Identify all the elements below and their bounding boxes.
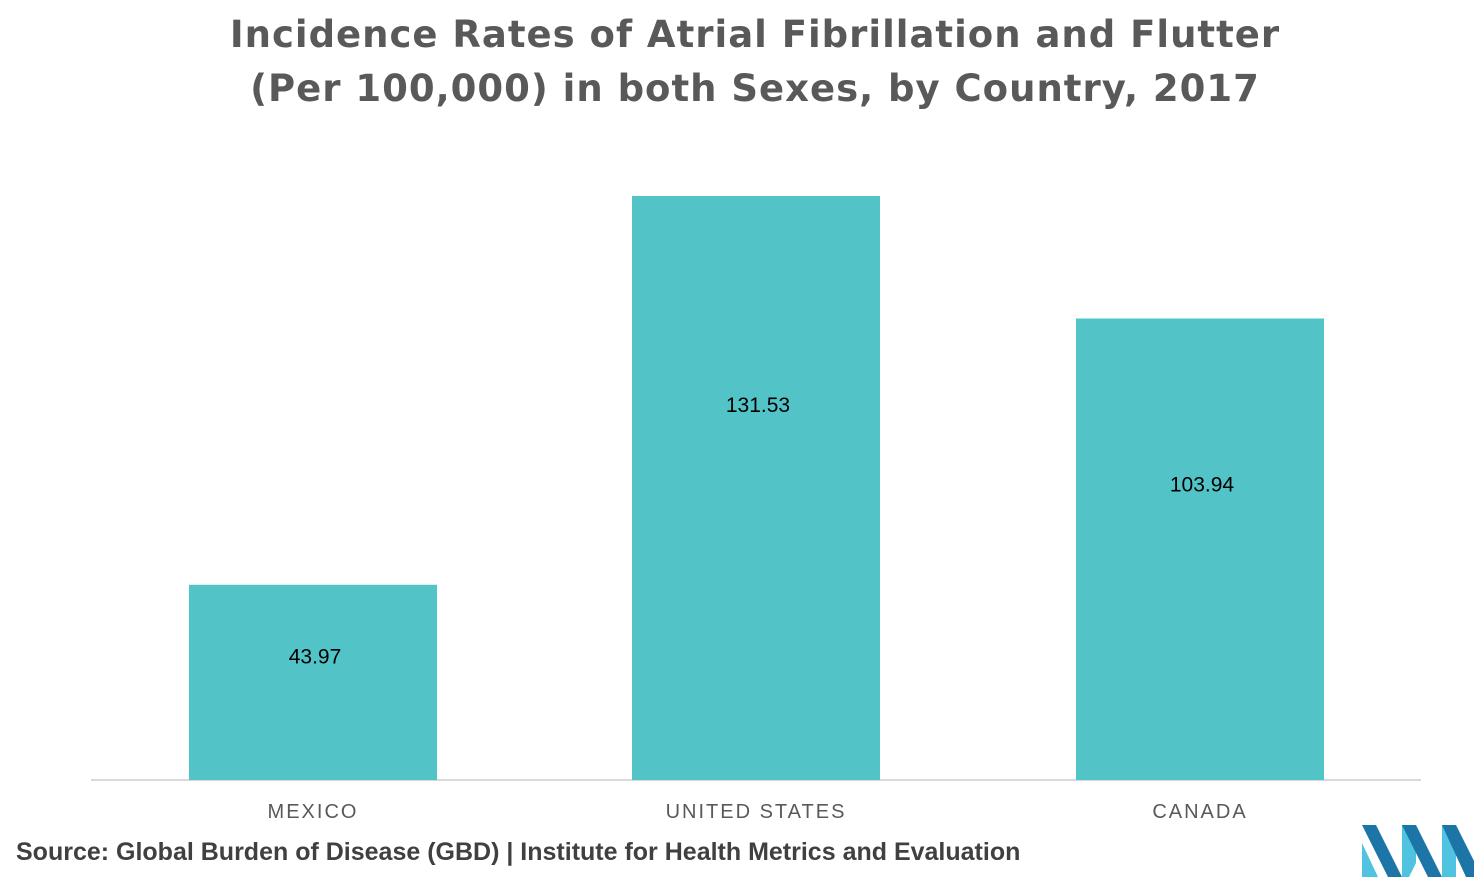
chart-title-line-1: Incidence Rates of Atrial Fibrillation a… [229,13,1281,56]
bar-chart: 43.97 131.53 103.94 MEXICO UNITED STATES CAN… [91,196,1421,823]
chart-title-line-2: (Per 100,000) in both Sexes, by Country,… [250,67,1260,110]
x-tick-label: MEXICO [268,801,359,823]
value-labels-group: 43.97 131.53 103.94 [289,394,1235,669]
chart-title: Incidence Rates of Atrial Fibrillation a… [0,8,1477,116]
bar-canada [1076,318,1324,780]
data-label: 43.97 [289,646,342,669]
bar-mexico [189,584,437,780]
mordor-logo-icon [1362,825,1474,877]
source-note: Source: Global Burden of Disease (GBD) |… [16,838,1021,866]
category-labels-group: MEXICO UNITED STATES CANADA [268,801,1247,823]
x-tick-label: CANADA [1152,801,1247,823]
bars-group [189,196,1324,780]
data-label: 131.53 [726,394,790,417]
bar-united-states [632,196,880,780]
data-label: 103.94 [1170,473,1235,496]
x-tick-label: UNITED STATES [666,801,847,823]
